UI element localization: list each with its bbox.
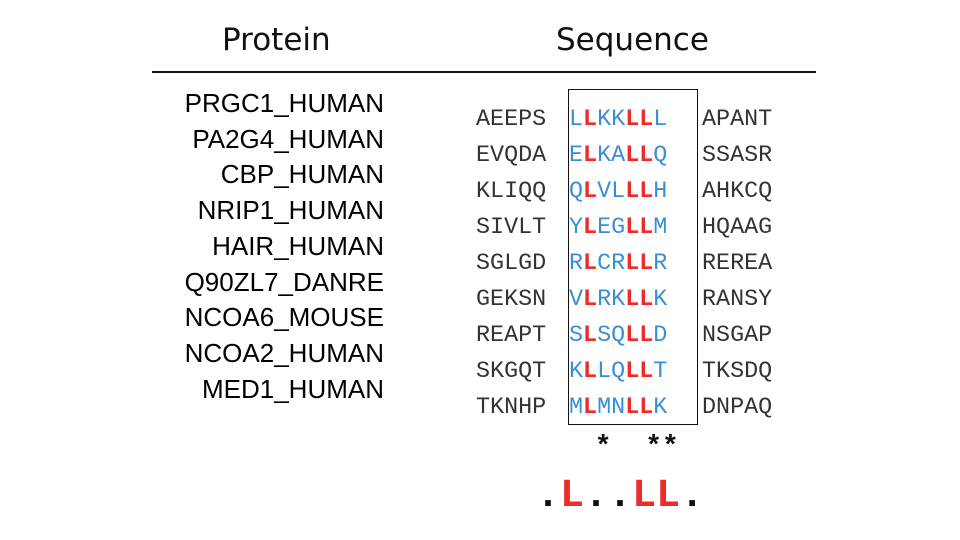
protein-name: NRIP1_HUMAN: [197, 195, 384, 226]
conserved-residue: L: [583, 287, 598, 313]
flank-right: TKSDQ: [702, 359, 773, 385]
protein-name: NCOA6_MOUSE: [184, 302, 384, 333]
flank-right: RANSY: [702, 287, 773, 313]
sequence-row: SGLGD RLCRLLR REREA: [476, 246, 772, 282]
conserved-residue: L: [625, 143, 640, 169]
protein-column-header: Protein: [222, 22, 331, 58]
motif-core: YLEGLLM: [569, 215, 668, 241]
flank-left: SKGQT: [476, 359, 547, 385]
consensus-leucine: L: [632, 474, 657, 519]
conserved-residue: L: [625, 215, 640, 241]
flank-left: SGLGD: [476, 251, 547, 277]
conserved-residue: L: [583, 395, 598, 421]
motif-core: VLRKLLK: [569, 287, 668, 313]
flank-left: EVQDA: [476, 143, 547, 169]
flank-right: NSGAP: [702, 323, 773, 349]
flank-right: SSASR: [702, 143, 773, 169]
conserved-residue: L: [625, 323, 640, 349]
conserved-residue: L: [583, 359, 598, 385]
conserved-residue: L: [583, 179, 598, 205]
conserved-residue: L: [639, 323, 654, 349]
sequence-row: KLIQQ QLVLLLH AHKCQ: [476, 174, 772, 210]
motif-core: SLSQLLD: [569, 323, 668, 349]
conserved-residue: L: [625, 287, 640, 313]
conserved-residue: L: [639, 251, 654, 277]
protein-name: HAIR_HUMAN: [212, 230, 384, 261]
motif-core: RLCRLLR: [569, 251, 668, 277]
sequence-row: AEEPS LLKKLLL APANT: [476, 102, 772, 138]
conserved-residue: L: [639, 287, 654, 313]
flank-right: DNPAQ: [702, 395, 773, 421]
protein-name: CBP_HUMAN: [220, 159, 384, 190]
motif-core: MLMNLLK: [569, 395, 668, 421]
conserved-residue: L: [639, 179, 654, 205]
conservation-marks: * **: [578, 432, 679, 463]
protein-name: NCOA2_HUMAN: [184, 337, 384, 368]
motif-core: ELKALLQ: [569, 143, 668, 169]
sequence-column-header: Sequence: [556, 22, 709, 58]
conserved-residue: L: [639, 107, 654, 133]
flank-left: REAPT: [476, 323, 547, 349]
motif-core: KLLQLLT: [569, 359, 668, 385]
motif-core: LLKKLLL: [569, 107, 668, 133]
flank-right: AHKCQ: [702, 179, 773, 205]
protein-name-list: PRGC1_HUMAN PA2G4_HUMAN CBP_HUMAN NRIP1_HUM…: [185, 86, 384, 407]
consensus-wildcard: .: [536, 474, 561, 519]
flank-left: GEKSN: [476, 287, 547, 313]
consensus-leucine: L: [656, 474, 681, 519]
conserved-residue: L: [639, 215, 654, 241]
conserved-residue: L: [625, 179, 640, 205]
consensus-wildcard: .: [680, 474, 705, 519]
protein-name: MED1_HUMAN: [201, 373, 384, 404]
protein-name: PA2G4_HUMAN: [192, 123, 384, 154]
flank-left: TKNHP: [476, 395, 547, 421]
conserved-residue: L: [639, 143, 654, 169]
flank-left: AEEPS: [476, 107, 547, 133]
flank-right: REREA: [702, 251, 773, 277]
flank-left: SIVLT: [476, 215, 547, 241]
conserved-residue: L: [639, 359, 654, 385]
conserved-residue: L: [639, 395, 654, 421]
conserved-residue: L: [583, 323, 598, 349]
conserved-residue: L: [625, 107, 640, 133]
flank-right: HQAAG: [702, 215, 773, 241]
sequence-row: SIVLT YLEGLLM HQAAG: [476, 210, 772, 246]
conserved-residue: L: [625, 251, 640, 277]
protein-name: PRGC1_HUMAN: [184, 88, 384, 118]
motif-core: QLVLLLH: [569, 179, 668, 205]
header-rule: [152, 71, 816, 73]
protein-name: Q90ZL7_DANRE: [184, 266, 384, 297]
flank-right: APANT: [702, 107, 773, 133]
sequence-row: EVQDA ELKALLQ SSASR: [476, 138, 772, 174]
consensus-leucine: L: [560, 474, 585, 519]
motif-box: [568, 89, 698, 425]
conserved-residue: L: [583, 143, 598, 169]
sequence-alignment: AEEPS LLKKLLL APANT EVQDA ELKALLQ SSASR KLIQQ Q…: [476, 102, 772, 426]
sequence-row: TKNHP MLMNLLK DNPAQ: [476, 390, 772, 426]
sequence-row: SKGQT KLLQLLT TKSDQ: [476, 354, 772, 390]
flank-left: KLIQQ: [476, 179, 547, 205]
conserved-residue: L: [583, 107, 598, 133]
consensus-wildcard: .: [608, 474, 633, 519]
conserved-residue: L: [583, 251, 598, 277]
consensus-motif: .L..LL.: [536, 474, 704, 519]
conserved-residue: L: [625, 395, 640, 421]
sequence-row: GEKSN VLRKLLK RANSY: [476, 282, 772, 318]
conserved-residue: L: [583, 215, 598, 241]
conserved-residue: L: [625, 359, 640, 385]
sequence-row: REAPT SLSQLLD NSGAP: [476, 318, 772, 354]
consensus-wildcard: .: [584, 474, 609, 519]
